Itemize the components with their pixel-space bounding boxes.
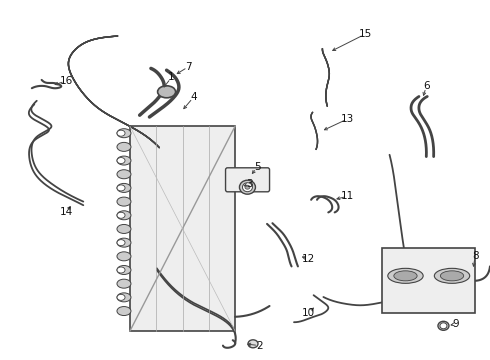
Ellipse shape	[117, 185, 125, 191]
Ellipse shape	[117, 156, 131, 165]
Ellipse shape	[117, 225, 131, 234]
Ellipse shape	[438, 321, 449, 330]
Ellipse shape	[117, 211, 131, 220]
Text: 6: 6	[423, 81, 430, 91]
Text: 13: 13	[341, 114, 355, 124]
FancyBboxPatch shape	[225, 168, 270, 192]
Ellipse shape	[245, 185, 250, 189]
Text: 3: 3	[246, 179, 253, 189]
Ellipse shape	[117, 197, 131, 206]
Ellipse shape	[248, 340, 258, 348]
Ellipse shape	[117, 212, 125, 218]
Text: 16: 16	[59, 76, 73, 86]
Ellipse shape	[117, 240, 125, 246]
Ellipse shape	[158, 86, 175, 98]
Text: 9: 9	[452, 319, 459, 329]
Ellipse shape	[117, 142, 131, 151]
Ellipse shape	[117, 266, 131, 275]
Ellipse shape	[117, 252, 131, 261]
Text: 8: 8	[472, 251, 479, 261]
Text: 1: 1	[168, 72, 175, 82]
Text: 4: 4	[190, 92, 197, 102]
Ellipse shape	[117, 238, 131, 247]
Ellipse shape	[117, 267, 125, 273]
Text: 10: 10	[302, 308, 315, 318]
Text: 15: 15	[358, 29, 372, 39]
Ellipse shape	[440, 323, 447, 329]
Ellipse shape	[117, 184, 131, 193]
Text: 5: 5	[254, 162, 261, 172]
Ellipse shape	[243, 183, 252, 192]
Ellipse shape	[434, 268, 470, 283]
Text: 11: 11	[341, 191, 355, 201]
Polygon shape	[130, 126, 235, 331]
Ellipse shape	[117, 158, 125, 163]
Text: 12: 12	[302, 254, 316, 264]
Ellipse shape	[394, 271, 417, 281]
Ellipse shape	[117, 293, 131, 302]
Ellipse shape	[240, 180, 255, 194]
Text: 14: 14	[59, 207, 73, 217]
Bar	[382, 248, 475, 313]
Text: 2: 2	[256, 341, 263, 351]
Ellipse shape	[117, 307, 131, 315]
Text: 7: 7	[185, 62, 192, 72]
Ellipse shape	[117, 130, 125, 136]
Ellipse shape	[117, 129, 131, 138]
Ellipse shape	[441, 271, 464, 281]
Ellipse shape	[117, 279, 131, 288]
Ellipse shape	[117, 294, 125, 300]
Ellipse shape	[388, 268, 423, 283]
Ellipse shape	[117, 170, 131, 179]
